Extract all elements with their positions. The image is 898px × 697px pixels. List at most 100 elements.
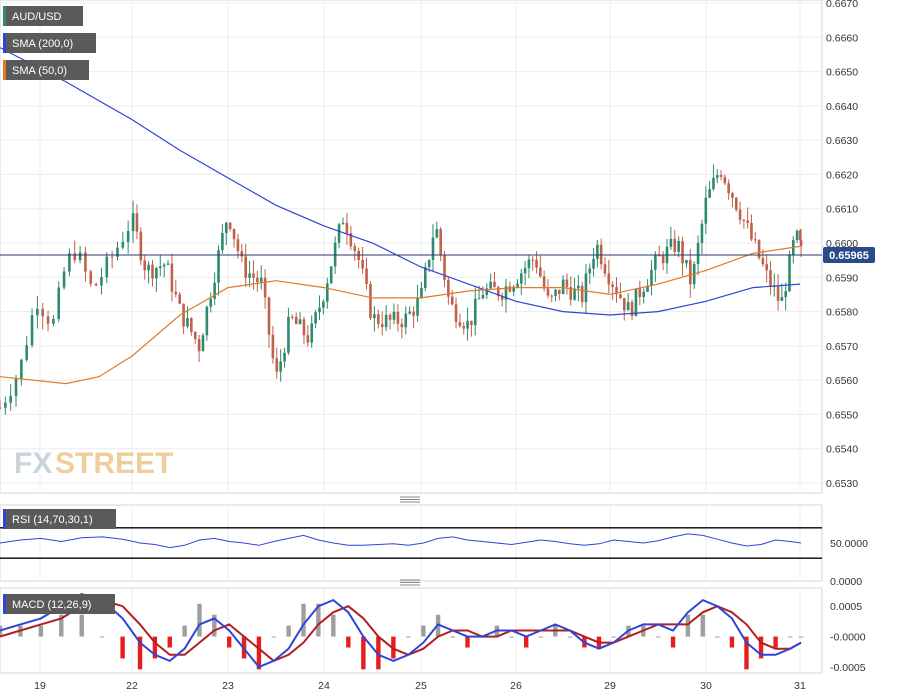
macd-panel-resize-handle[interactable] — [400, 579, 420, 586]
candle — [353, 243, 357, 261]
candle — [611, 281, 614, 301]
price-tick-label: 0.6530 — [826, 478, 858, 490]
candle — [306, 325, 310, 347]
candle — [473, 287, 477, 336]
candle — [36, 296, 39, 329]
candle — [373, 306, 376, 332]
candle — [143, 255, 147, 280]
candle — [287, 307, 290, 355]
candle — [14, 374, 18, 407]
candle — [788, 250, 791, 292]
price-tick-label: 0.6620 — [826, 169, 858, 181]
candle — [291, 314, 294, 320]
main-panel — [0, 0, 823, 494]
candle — [765, 254, 768, 283]
candle — [539, 255, 542, 278]
legend-sma-200: SMA (200,0) — [3, 33, 96, 53]
candle — [569, 276, 573, 306]
candle — [279, 349, 282, 382]
candle — [500, 292, 504, 307]
candle — [719, 170, 723, 181]
candle — [89, 269, 93, 287]
macd-histogram-bar — [524, 636, 529, 648]
candle — [221, 224, 224, 254]
candle — [654, 251, 657, 282]
candle — [325, 277, 329, 309]
candle — [20, 358, 23, 386]
candle — [147, 261, 150, 284]
candle — [561, 275, 565, 295]
rsi-panel-resize-handle[interactable] — [400, 496, 420, 503]
candle — [158, 254, 162, 277]
macd-histogram-bar — [744, 636, 749, 670]
macd-histogram-bar — [316, 603, 321, 637]
price-tick-label: 0.6540 — [826, 444, 858, 456]
macd-histogram-bar — [758, 636, 764, 659]
candle — [776, 274, 780, 311]
rsi-tick-label: 50.0000 — [830, 538, 868, 550]
candle — [470, 320, 473, 337]
candle — [314, 309, 317, 329]
macd-histogram-bar — [286, 625, 291, 637]
price-tick-label: 0.6660 — [826, 32, 858, 44]
price-tick-label: 0.6560 — [826, 375, 858, 387]
candle — [431, 224, 435, 272]
candle — [638, 280, 642, 306]
candle — [712, 164, 715, 191]
macd-histogram-bar — [271, 636, 276, 638]
candle — [634, 288, 638, 317]
candle — [52, 315, 55, 327]
legend-macd-label: MACD (12,26,9) — [12, 599, 91, 611]
macd-histogram-bar — [798, 636, 804, 638]
macd-histogram-bar — [256, 636, 262, 670]
macd-tick-label: -0.0000 — [830, 632, 866, 644]
price-tick-label: 0.6570 — [826, 341, 858, 353]
candle — [784, 282, 787, 311]
legend-sma-50: SMA (50,0) — [3, 60, 89, 80]
candle — [256, 270, 259, 292]
candle — [341, 217, 345, 225]
candle — [454, 297, 458, 329]
candle — [577, 274, 580, 302]
macd-tick-label: 0.0005 — [830, 601, 862, 613]
macd-panel — [0, 587, 823, 674]
candle — [412, 306, 415, 329]
macd-histogram-bar — [79, 614, 84, 637]
candle — [738, 201, 742, 225]
candle — [41, 302, 45, 330]
candle — [105, 252, 109, 284]
candle — [642, 288, 645, 304]
macd-histogram-bar — [301, 603, 306, 637]
svg-text:STREET: STREET — [55, 447, 173, 480]
candle — [190, 317, 193, 336]
candle — [622, 297, 626, 321]
candle — [727, 179, 730, 200]
sma-50-line — [0, 245, 801, 385]
macd-histogram-bar — [670, 636, 676, 648]
time-tick-label: 29 — [604, 680, 616, 692]
macd-histogram-bar — [729, 636, 735, 648]
candle — [799, 229, 803, 258]
candle — [673, 229, 677, 256]
candle — [267, 296, 271, 349]
candle — [466, 307, 469, 341]
candle — [271, 325, 275, 364]
macd-histogram-bar — [685, 614, 691, 637]
candle — [174, 279, 178, 298]
candle — [9, 383, 12, 411]
candle — [704, 186, 708, 234]
candle — [94, 282, 98, 287]
macd-histogram-bar — [227, 636, 232, 648]
candle — [228, 221, 232, 232]
rsi-panel — [0, 504, 823, 582]
candle — [708, 181, 711, 199]
macd-histogram-bar — [346, 636, 351, 648]
candle — [392, 303, 396, 325]
time-tick-label: 30 — [700, 680, 712, 692]
candle — [742, 218, 746, 229]
candle — [746, 207, 749, 229]
candle — [798, 228, 802, 242]
time-tick-label: 25 — [415, 680, 427, 692]
candle — [162, 263, 166, 278]
candle — [275, 347, 279, 379]
